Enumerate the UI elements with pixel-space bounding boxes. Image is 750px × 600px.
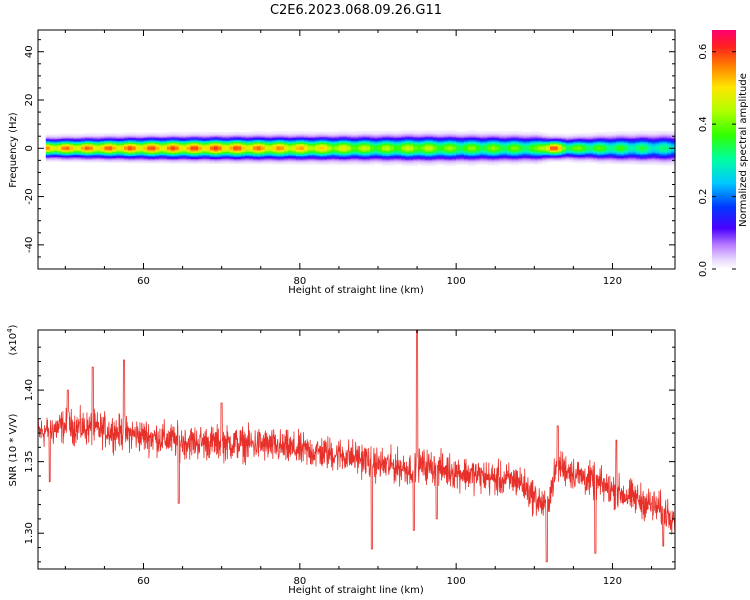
colorbar-tick-label: 0.4 [698,116,709,132]
spectrogram-x-tick-label: 100 [447,276,466,287]
colorbar-tick-label: 0.6 [698,44,709,60]
figure-title: C2E6.2023.068.09.26.G11 [270,3,442,18]
snr-y-multiplier-base: (x10 [8,333,19,356]
snr-x-ticks: 60 80 100 120 [64,330,653,587]
snr-y-ticks: 1.30 1.35 1.40 [24,346,675,563]
snr-y-tick-label: 1.35 [24,451,35,473]
snr-frame [37,329,676,570]
spectrogram-x-label: Height of straight line (km) [288,285,424,296]
spectrogram-y-tick-label: -40 [24,237,35,253]
snr-x-tick-label: 100 [447,576,466,587]
snr-x-tick-label: 60 [137,576,150,587]
spectrogram-y-tick-label: -20 [24,188,35,204]
spectrogram-x-ticks: 60 80 100 120 [64,30,653,287]
snr-y-tick-label: 1.40 [24,379,35,401]
spectrogram-panel: 60 80 100 120 -40 -20 0 20 40 Height of straigh… [8,29,676,296]
snr-y-multiplier-close: ) [8,324,19,328]
snr-line [37,329,676,563]
snr-y-label: SNR (10 * V/V) [8,413,19,486]
spectrogram-y-ticks: -40 -20 0 20 40 [24,39,675,258]
snr-x-tick-label: 120 [603,576,622,587]
colorbar-tick-label: 0.0 [698,261,709,277]
spectrogram-y-tick-label: 0 [24,145,35,151]
spectrogram-y-tick-label: 20 [24,94,35,107]
colorbar-gradient [712,30,736,269]
colorbar-ticks: 0.0 0.2 0.4 0.6 [698,44,736,277]
spectrogram-y-tick-label: 40 [24,45,35,58]
spectrogram-x-tick-label: 60 [137,276,150,287]
snr-x-label: Height of straight line (km) [288,585,424,596]
spectrogram-image [45,130,676,166]
snr-y-multiplier-exp: 4 [6,328,14,333]
spectrogram-y-label: Frequency (Hz) [8,112,19,188]
snr-x-tick-label: 80 [293,576,306,587]
spectrogram-x-tick-label: 120 [603,276,622,287]
spectrogram-x-tick-label: 80 [293,276,306,287]
snr-y-multiplier: (x104) [6,324,19,355]
colorbar: 0.0 0.2 0.4 0.6 Normalized spectral amplitu… [698,30,749,277]
colorbar-label: Normalized spectral amplitude [738,73,749,227]
snr-panel: 60 80 100 120 1.30 1.35 1.40 Height of straig… [6,324,676,596]
snr-y-tick-label: 1.30 [24,522,35,544]
spectrogram-frame [37,29,676,270]
snr-series [37,329,676,563]
colorbar-tick-label: 0.2 [698,189,709,205]
